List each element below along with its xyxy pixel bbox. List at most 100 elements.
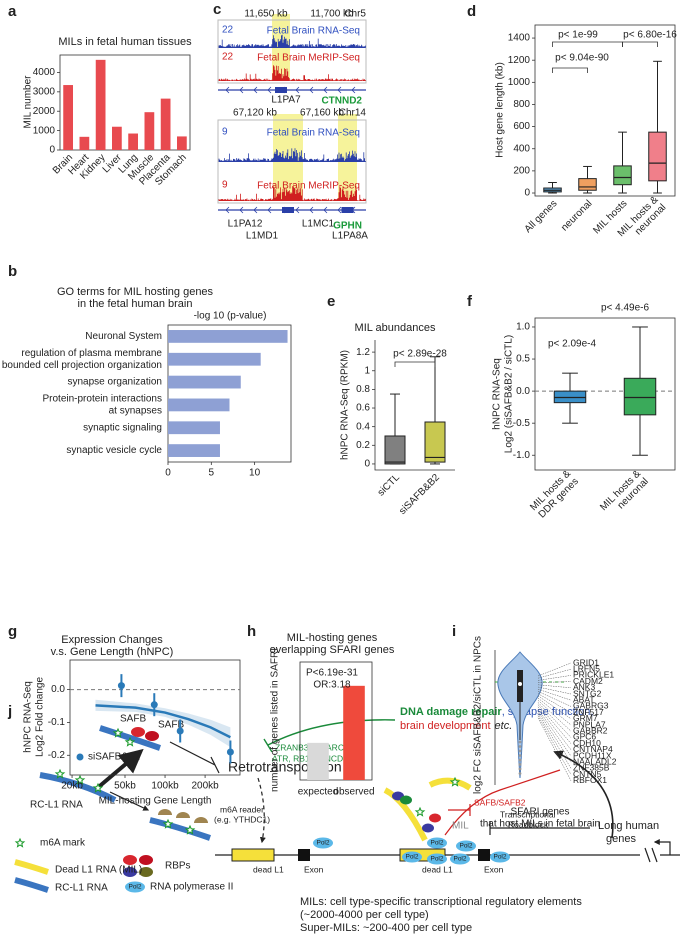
label: RNA polymerase II [150, 882, 233, 893]
annotation: p< 6.80e-16 [623, 30, 677, 41]
y-axis-label: Log2 Fold change [35, 677, 46, 758]
pol2-group: Pol2 Pol2 Pol2 Pol2 Pol2 Pol2 Pol2 [313, 837, 510, 865]
inhibit-arrow [448, 804, 471, 816]
signal-track [218, 34, 366, 48]
leader-line [537, 700, 572, 732]
y-axis-label: hNPC RNA-Seq [23, 681, 34, 753]
gene-label: GPHN [333, 221, 362, 232]
y-tick-label: 1200 [508, 55, 531, 66]
plot-frame [299, 661, 373, 781]
y-axis-label: Host gene length (kb) [495, 62, 506, 158]
x-tick-label: 5 [209, 468, 215, 479]
y-tick-label: 0.6 [356, 403, 370, 414]
leader-line [537, 711, 572, 763]
element-label: L1MC1 [302, 219, 335, 230]
label: Transcriptional [500, 809, 556, 819]
signal-track [218, 186, 366, 201]
strand-arrow [253, 206, 258, 214]
plot-frame [167, 324, 292, 463]
legend-label: siSAFB&B2 [88, 752, 141, 763]
y-tick-label: -0.5 [513, 418, 531, 429]
strand-arrow [337, 86, 342, 94]
panel-letter: h [247, 623, 256, 640]
pol2-label: Pol2 [430, 840, 443, 847]
pol2 [450, 853, 470, 865]
bar [112, 126, 122, 150]
rbp [429, 813, 441, 823]
repeat-element [341, 207, 354, 213]
gene-label: CNTN5 [573, 769, 602, 779]
gene-label: RBFOX1 [573, 775, 607, 785]
label: dead L1 [422, 864, 453, 874]
strand-arrow [323, 86, 328, 94]
roadblock-arrow [489, 821, 590, 835]
gene-label: ZNF385B [573, 763, 610, 773]
label: RC-L1 RNA [55, 883, 108, 894]
panel-letter: e [327, 293, 335, 310]
gene-label: ANK3 [573, 682, 595, 692]
x-tick-label: 20kb [61, 781, 83, 792]
bar [79, 136, 90, 150]
x-tick-label: 10 [249, 468, 261, 479]
y-tick-label: 800 [513, 99, 530, 110]
x-tick-label: expected [298, 787, 339, 798]
box [553, 390, 587, 404]
gene-label: PRICKLE1 [573, 670, 614, 680]
y-tick-label: synaptic signaling [83, 422, 162, 433]
plot-frame [534, 24, 676, 197]
coordinate-label: 11,650 kb [244, 9, 288, 20]
axes [374, 340, 455, 471]
bar [168, 375, 241, 389]
leader-line [537, 695, 572, 720]
pol2 [427, 837, 447, 849]
panel-letter: a [8, 3, 17, 20]
leader-line [537, 681, 572, 683]
x-tick-label: All genes [523, 198, 560, 235]
rbp [145, 731, 159, 741]
y-axis-label: hNPC RNA-Seq (RPKM) [340, 350, 351, 460]
point [226, 748, 234, 756]
annotation: p< 2.89e-28 [393, 349, 447, 360]
nascent-rna [444, 769, 561, 836]
rbp [422, 823, 434, 833]
annotation: P<6.19e-31 [306, 668, 358, 679]
leader-line [537, 697, 572, 726]
bar [343, 685, 365, 780]
point [176, 727, 184, 735]
rbp [400, 795, 412, 805]
label: MIL [452, 821, 469, 832]
scale-label: 22 [222, 52, 234, 63]
note: MILs: cell type-specific transcriptional… [300, 896, 582, 908]
chart-title: overlapping SFARI genes [270, 644, 395, 656]
legend-marker [76, 753, 84, 761]
outlier [518, 763, 522, 766]
y-tick-label: 0.0 [51, 684, 65, 695]
point [117, 682, 125, 690]
y-tick-label: 2000 [33, 106, 56, 117]
outlier [518, 754, 522, 757]
leader-line [537, 693, 572, 713]
track-frame [217, 19, 367, 84]
y-tick-label: -1.0 [513, 450, 531, 461]
y-tick-label: 0 [524, 188, 530, 199]
tss-arrow [653, 839, 671, 855]
y-tick-label: synaptic vesicle cycle [66, 445, 162, 456]
outlier [518, 758, 522, 762]
note: (~2000-4000 per cell type) [300, 909, 429, 921]
scale-label: 9 [222, 127, 228, 138]
violin-median [518, 682, 522, 686]
arrow [93, 748, 144, 792]
gene-label: SNTG2 [573, 688, 602, 698]
gene-label: LRFN5 [573, 663, 600, 673]
y-tick-label: bounded cell projection organization [2, 360, 162, 371]
label: Exon [484, 864, 504, 874]
track-frame [217, 119, 367, 204]
x-tick-label: 100kb [151, 781, 179, 792]
box [384, 435, 406, 465]
genome-line [215, 847, 680, 863]
leader-line [537, 706, 572, 750]
bar [63, 85, 73, 150]
leader-line [537, 713, 572, 769]
label: etc. [495, 720, 513, 732]
